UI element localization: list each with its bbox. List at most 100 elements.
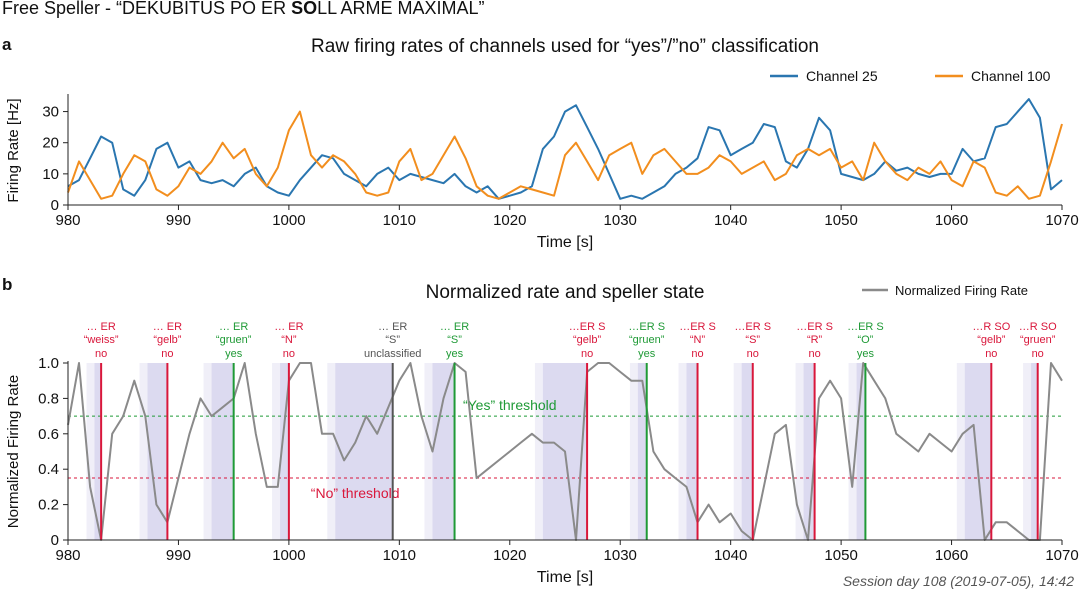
x-tick-label: 990: [166, 212, 191, 229]
panel-b-label: b: [2, 275, 12, 294]
x-tick-label: 1010: [383, 212, 416, 229]
figure-title-bold: SO: [291, 0, 318, 18]
y-tick-label: 0.8: [38, 390, 59, 407]
event-letter-label: “gruen”: [1020, 334, 1056, 346]
x-tick-label: 1020: [493, 547, 526, 564]
event-letter-label: “gruen”: [216, 334, 252, 346]
event-prefix-label: … ER: [153, 321, 182, 333]
x-tick-label: 1000: [272, 212, 305, 229]
event-prefix-label: … ER: [378, 321, 407, 333]
event-result-label: yes: [446, 348, 464, 360]
x-tick-label: 1060: [935, 212, 968, 229]
y-tick-label: 10: [42, 166, 59, 183]
session-caption: Session day 108 (2019-07-05), 14:42: [842, 573, 1074, 589]
event-result-label: unclassified: [364, 348, 421, 360]
event-letter-label: “gelb”: [153, 334, 181, 346]
x-tick-label: 1030: [604, 547, 637, 564]
y-axis-label: Firing Rate [Hz]: [5, 98, 22, 202]
x-tick-label: 1070: [1045, 212, 1078, 229]
event-band: [335, 363, 393, 540]
x-tick-label: 980: [55, 212, 80, 229]
event-prefix-label: …R SO: [972, 321, 1010, 333]
event-result-label: no: [747, 348, 759, 360]
y-tick-label: 30: [42, 104, 59, 121]
panel-a-title: Raw firing rates of channels used for “y…: [311, 36, 819, 57]
event-letter-label: “N”: [690, 334, 706, 346]
legend-label-normalized: Normalized Firing Rate: [895, 283, 1028, 298]
event-prefix-label: …ER S: [679, 321, 716, 333]
panel-a-label: a: [2, 35, 12, 54]
event-prefix-label: … ER: [219, 321, 248, 333]
event-prefix-label: …R SO: [1019, 321, 1057, 333]
event-letter-label: “gruen”: [629, 334, 665, 346]
event-band: [856, 363, 866, 540]
x-tick-label: 1040: [714, 547, 747, 564]
x-axis-label: Time [s]: [537, 234, 593, 251]
event-prefix-label: …ER S: [734, 321, 771, 333]
x-tick-label: 1070: [1045, 547, 1078, 564]
event-prefix-label: … ER: [86, 321, 115, 333]
x-tick-label: 1040: [714, 212, 747, 229]
event-letter-label: “N”: [281, 334, 297, 346]
event-result-label: no: [691, 348, 703, 360]
event-prefix-label: …ER S: [628, 321, 665, 333]
x-tick-label: 1050: [824, 212, 857, 229]
event-band: [1031, 363, 1038, 540]
event-letter-label: “O”: [857, 334, 873, 346]
event-band: [686, 363, 698, 540]
legend-label-channel-100: Channel 100: [971, 68, 1051, 84]
event-prefix-label: …ER S: [796, 321, 833, 333]
event-letter-label: “gelb”: [977, 334, 1005, 346]
event-letter-label: “gelb”: [573, 334, 601, 346]
event-prefix-label: … ER: [440, 321, 469, 333]
figure-title: Free Speller - “DEKUBITUS PO ER SOLL ARM…: [2, 0, 484, 19]
series-line-channel-25: [67, 98, 1063, 200]
event-band: [94, 363, 102, 540]
event-band: [211, 363, 234, 540]
x-tick-label: 1010: [383, 547, 416, 564]
event-result-label: no: [1032, 348, 1044, 360]
y-tick-label: 0: [51, 532, 59, 549]
event-letter-label: “R”: [807, 334, 823, 346]
event-prefix-label: …ER S: [847, 321, 884, 333]
y-tick-label: 0: [51, 197, 59, 214]
event-result-label: no: [161, 348, 173, 360]
event-letter-label: “weiss”: [84, 334, 119, 346]
figure-title-post: LL ARME MAXIMAL”: [317, 0, 485, 18]
x-tick-label: 1000: [272, 547, 305, 564]
no-threshold-label: “No” threshold: [311, 485, 400, 501]
event-result-label: yes: [857, 348, 875, 360]
legend-label-channel-25: Channel 25: [806, 68, 878, 84]
event-band: [147, 363, 168, 540]
event-result-label: yes: [225, 348, 243, 360]
x-tick-label: 1060: [935, 547, 968, 564]
event-letter-label: “S”: [447, 334, 462, 346]
x-tick-label: 1030: [604, 212, 637, 229]
event-band: [803, 363, 815, 540]
y-tick-label: 0.2: [38, 497, 59, 514]
event-prefix-label: …ER S: [569, 321, 606, 333]
event-band: [741, 363, 753, 540]
event-result-label: no: [283, 348, 295, 360]
event-result-label: no: [985, 348, 997, 360]
event-band: [280, 363, 289, 540]
y-tick-label: 20: [42, 135, 59, 152]
event-band: [964, 363, 992, 540]
event-prefix-label: … ER: [274, 321, 303, 333]
x-tick-label: 990: [166, 547, 191, 564]
x-tick-label: 1050: [824, 547, 857, 564]
y-tick-label: 1.0: [38, 355, 59, 372]
event-result-label: no: [581, 348, 593, 360]
event-band: [432, 363, 455, 540]
figure-title-pre: Free Speller - “DEKUBITUS PO ER: [2, 0, 292, 18]
x-axis-label: Time [s]: [537, 569, 593, 586]
series-line-channel-100: [67, 110, 1063, 200]
x-tick-label: 1020: [493, 212, 526, 229]
x-tick-label: 980: [55, 547, 80, 564]
y-tick-label: 0.4: [38, 461, 59, 478]
event-result-label: yes: [638, 348, 656, 360]
event-result-label: no: [95, 348, 107, 360]
yes-threshold-label: “Yes” threshold: [463, 397, 557, 413]
y-axis-label: Normalized Firing Rate: [5, 375, 22, 528]
